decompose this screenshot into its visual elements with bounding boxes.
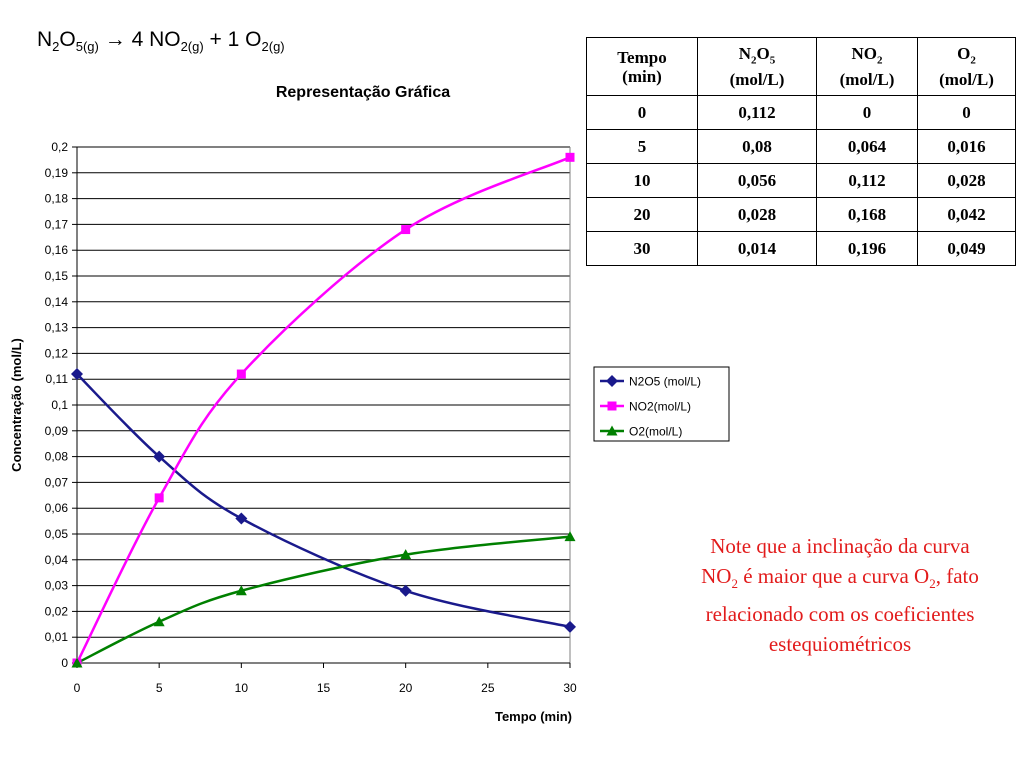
y-tick-label: 0,06 [45, 501, 69, 515]
legend-label: O2(mol/L) [629, 425, 682, 439]
data-point-diamond [235, 512, 248, 525]
y-tick-label: 0,16 [45, 243, 69, 257]
legend-label: NO2(mol/L) [629, 400, 691, 414]
header-o2: O2 (mol/L) [917, 37, 1016, 96]
y-tick-label: 0,08 [45, 450, 69, 464]
series-line-square [75, 156, 571, 664]
y-tick-label: 0,19 [45, 166, 69, 180]
header-n2o5: N2O5 (mol/L) [697, 37, 817, 96]
data-point-square [565, 152, 575, 162]
y-tick-label: 0,05 [45, 527, 69, 541]
table-cell: 0,112 [816, 163, 918, 198]
x-tick-label: 20 [399, 681, 413, 695]
data-point-triangle [71, 657, 83, 668]
series-line-diamond [76, 373, 571, 629]
table-row: 5 0,08 0,064 0,016 [586, 129, 1016, 164]
table-cell: 0,028 [917, 163, 1016, 198]
y-tick-label: 0,15 [45, 269, 69, 283]
y-axis-label: Concentração (mol/L) [9, 338, 24, 472]
legend-marker-diamond [606, 375, 618, 387]
chart-legend: N2O5 (mol/L) NO2(mol/L) O2(mol/L) [593, 366, 730, 442]
series-line-triangle [76, 535, 571, 665]
table-cell: 0,042 [917, 197, 1016, 232]
y-tick-label: 0,07 [45, 475, 69, 489]
x-axis-label: Tempo (min) [495, 709, 572, 724]
x-tick-label: 0 [74, 681, 81, 695]
x-tick-label: 15 [317, 681, 331, 695]
data-point-triangle [235, 585, 247, 596]
header-tempo: Tempo (min) [586, 37, 698, 96]
annotation-note: Note que a inclinação da curva NO2 é mai… [701, 534, 979, 657]
table-cell: 0,168 [816, 197, 918, 232]
y-tick-label: 0,09 [45, 424, 69, 438]
table-cell: 0,112 [697, 95, 817, 130]
chart-title: Representação Gráfica [276, 84, 450, 101]
data-point-diamond [399, 584, 412, 597]
reaction-equation: N2O5(g) → 4 NO2(g) + 1 O2(g) [37, 28, 285, 55]
table-cell: 0,049 [917, 231, 1016, 266]
table-cell: 0,08 [697, 129, 817, 164]
y-tick-label: 0,04 [45, 553, 69, 567]
y-tick-label: 0 [61, 656, 68, 670]
data-point-diamond [153, 450, 166, 463]
data-point-diamond [71, 368, 83, 381]
table-cell: 0,016 [917, 129, 1016, 164]
y-tick-label: 0,02 [45, 604, 69, 618]
table-cell: 0,064 [816, 129, 918, 164]
table-cell: 0,196 [816, 231, 918, 266]
x-tick-label: 5 [156, 681, 163, 695]
table-row: 0 0,112 0 0 [586, 95, 1016, 130]
arrow-icon: → [104, 28, 126, 51]
table-cell: 0,056 [697, 163, 817, 198]
table-cell: 0,028 [697, 197, 817, 232]
table-header-row: Tempo (min) N2O5 (mol/L) NO2 (mol/L) O2 (mol… [586, 37, 1016, 96]
y-tick-label: 0,12 [45, 346, 69, 360]
legend-label: N2O5 (mol/L) [629, 375, 701, 389]
table-cell: 0 [917, 95, 1016, 130]
data-point-triangle [400, 549, 412, 560]
data-point-diamond [564, 620, 576, 633]
y-tick-label: 0,1 [51, 398, 68, 412]
table-row: 10 0,056 0,112 0,028 [586, 163, 1016, 198]
legend-marker-square [607, 401, 617, 411]
table-cell: 30 [586, 231, 698, 266]
x-tick-label: 10 [235, 681, 249, 695]
data-point-square [401, 225, 411, 235]
data-table: Tempo (min) N2O5 (mol/L) NO2 (mol/L) O2 (mol… [586, 37, 1016, 266]
y-tick-label: 0,11 [46, 372, 69, 386]
table-cell: 0 [816, 95, 918, 130]
table-cell: 20 [586, 197, 698, 232]
data-point-triangle [153, 616, 165, 627]
y-tick-label: 0,14 [45, 295, 69, 309]
data-point-square [236, 369, 246, 379]
table-cell: 10 [586, 163, 698, 198]
y-tick-label: 0,13 [45, 321, 69, 335]
y-tick-label: 0,2 [51, 140, 68, 154]
x-tick-label: 30 [563, 681, 577, 695]
table-cell: 5 [586, 129, 698, 164]
header-no2: NO2 (mol/L) [816, 37, 918, 96]
table-row: 30 0,014 0,196 0,049 [586, 231, 1016, 266]
data-point-triangle [564, 531, 576, 542]
table-row: 20 0,028 0,168 0,042 [586, 197, 1016, 232]
y-tick-label: 0,01 [45, 630, 69, 644]
table-cell: 0 [586, 95, 698, 130]
y-tick-label: 0,03 [45, 579, 69, 593]
y-tick-label: 0,17 [45, 217, 69, 231]
legend-marker-triangle [606, 425, 618, 436]
y-tick-label: 0,18 [45, 192, 69, 206]
data-point-square [154, 493, 164, 503]
x-tick-label: 25 [481, 681, 495, 695]
table-cell: 0,014 [697, 231, 817, 266]
